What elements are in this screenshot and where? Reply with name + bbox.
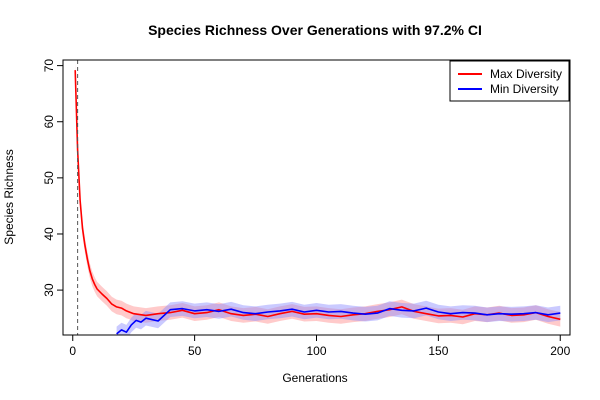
x-axis: 0 50 100 150 200 xyxy=(69,334,571,358)
y-tick-label-50: 50 xyxy=(42,171,56,185)
ci-band-max-diversity xyxy=(75,62,561,327)
y-tick-label-60: 60 xyxy=(42,115,56,129)
y-axis-label: Species Richness xyxy=(2,149,16,244)
x-tick-label-50: 50 xyxy=(188,344,202,358)
x-tick-label-0: 0 xyxy=(69,344,76,358)
chart-title: Species Richness Over Generations with 9… xyxy=(148,22,482,38)
series-line-max-diversity xyxy=(74,70,561,321)
series-line-min-diversity xyxy=(116,307,561,335)
x-tick-label-200: 200 xyxy=(550,344,570,358)
x-tick-label-100: 100 xyxy=(306,344,326,358)
y-tick-label-40: 40 xyxy=(42,227,56,241)
plot-area xyxy=(74,60,561,335)
y-axis: 30 40 50 60 70 xyxy=(42,59,64,297)
legend-label-min-diversity: Min Diversity xyxy=(490,82,559,96)
y-tick-label-30: 30 xyxy=(42,283,56,297)
legend-box xyxy=(449,60,570,102)
y-tick-label-70: 70 xyxy=(42,59,56,73)
x-axis-label: Generations xyxy=(282,371,347,385)
x-tick-label-150: 150 xyxy=(428,344,448,358)
legend-label-max-diversity: Max Diversity xyxy=(490,67,562,81)
legend: Max Diversity Min Diversity xyxy=(449,60,570,102)
